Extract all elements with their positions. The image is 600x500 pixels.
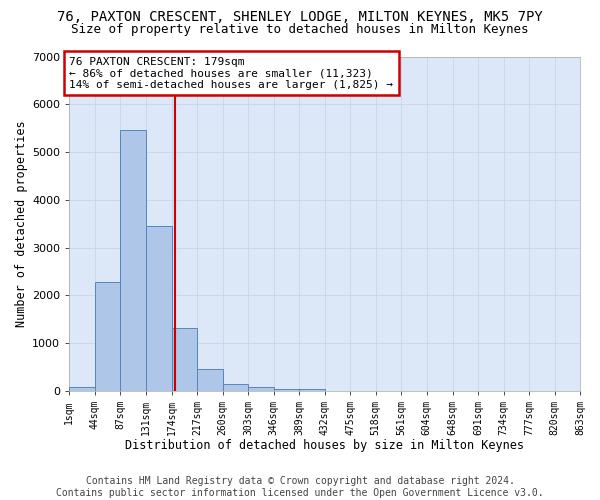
Text: Contains HM Land Registry data © Crown copyright and database right 2024.
Contai: Contains HM Land Registry data © Crown c… xyxy=(56,476,544,498)
Bar xyxy=(223,384,248,391)
Text: 76, PAXTON CRESCENT, SHENLEY LODGE, MILTON KEYNES, MK5 7PY: 76, PAXTON CRESCENT, SHENLEY LODGE, MILT… xyxy=(57,10,543,24)
Y-axis label: Number of detached properties: Number of detached properties xyxy=(15,120,28,327)
Bar xyxy=(299,390,325,391)
Bar xyxy=(146,226,172,391)
Text: Size of property relative to detached houses in Milton Keynes: Size of property relative to detached ho… xyxy=(71,22,529,36)
Bar xyxy=(172,328,197,391)
Text: 76 PAXTON CRESCENT: 179sqm
← 86% of detached houses are smaller (11,323)
14% of : 76 PAXTON CRESCENT: 179sqm ← 86% of deta… xyxy=(70,56,394,90)
X-axis label: Distribution of detached houses by size in Milton Keynes: Distribution of detached houses by size … xyxy=(125,440,524,452)
Bar xyxy=(120,130,146,391)
Bar xyxy=(70,388,95,391)
Bar xyxy=(248,387,274,391)
Bar xyxy=(197,368,223,391)
Bar xyxy=(95,282,120,391)
Bar xyxy=(274,388,299,391)
